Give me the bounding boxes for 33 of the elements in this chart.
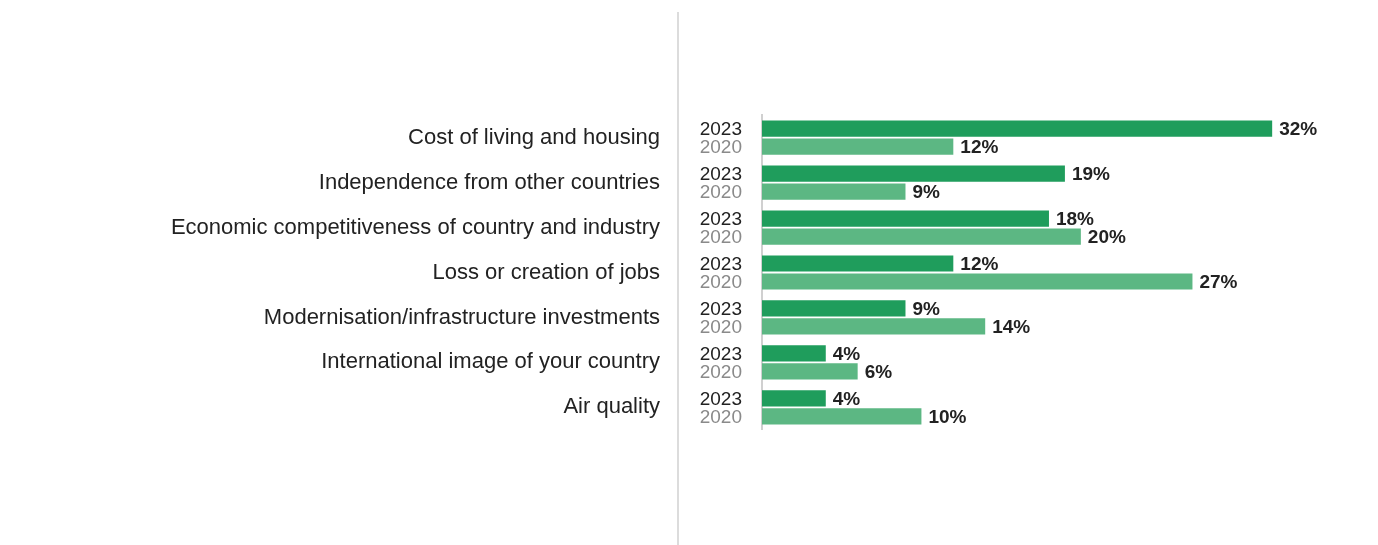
bar bbox=[762, 345, 826, 362]
data-label: 9% bbox=[912, 297, 941, 319]
bar bbox=[762, 228, 1081, 245]
data-label: 19% bbox=[1071, 162, 1111, 184]
data-label: 9% bbox=[912, 180, 941, 202]
bar bbox=[762, 138, 954, 155]
y-tick-label: Cost of living and housing bbox=[408, 123, 660, 149]
bar bbox=[762, 165, 1065, 182]
y-tick-label: International image of your country bbox=[321, 348, 660, 374]
bar bbox=[762, 390, 826, 407]
y-tick-label: Economic competitiveness of country and industry bbox=[170, 213, 660, 239]
bar bbox=[762, 363, 858, 380]
bar bbox=[762, 408, 922, 425]
bar bbox=[762, 120, 1273, 137]
data-label: 32% bbox=[1279, 117, 1318, 139]
data-label: 12% bbox=[960, 135, 999, 157]
bar bbox=[762, 318, 986, 335]
data-label: 12% bbox=[960, 252, 999, 274]
bar bbox=[762, 273, 1193, 290]
data-label: 10% bbox=[928, 405, 967, 427]
y-tick-label: Modernisation/infrastructure investments bbox=[263, 303, 660, 329]
data-label: 6% bbox=[864, 360, 893, 382]
data-label: 4% bbox=[832, 342, 861, 364]
y-tick-label: Air quality bbox=[563, 393, 660, 419]
data-label: 27% bbox=[1199, 270, 1238, 292]
data-label: 14% bbox=[992, 315, 1031, 337]
y-tick-label: Independence from other countries bbox=[318, 168, 660, 194]
bar bbox=[762, 300, 906, 317]
bar bbox=[762, 183, 906, 200]
bar bbox=[762, 210, 1049, 227]
data-label: 4% bbox=[832, 387, 861, 409]
bar bbox=[762, 255, 954, 272]
y-tick-label: Loss or creation of jobs bbox=[432, 258, 660, 284]
